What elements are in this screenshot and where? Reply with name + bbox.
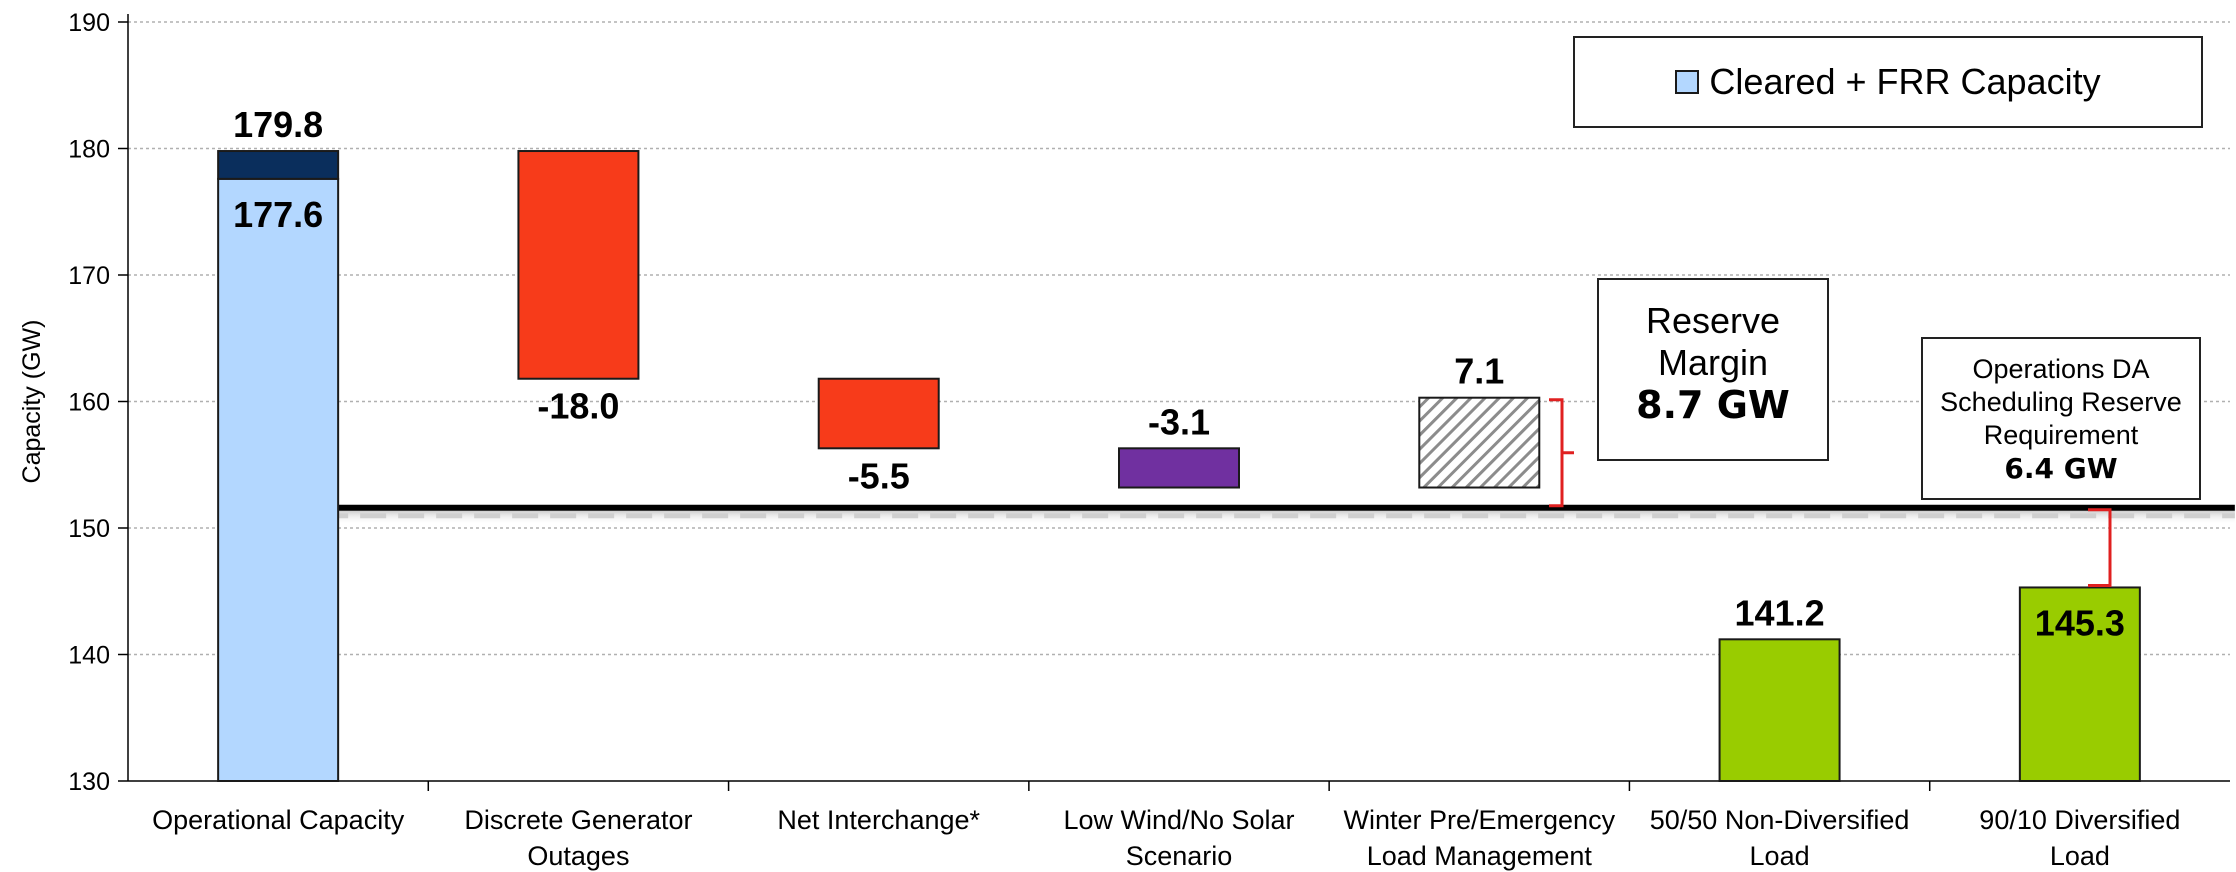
reserve-margin-bracket [1549, 398, 1574, 508]
x-tick-label: Load Management [1367, 841, 1593, 871]
legend-swatch [1675, 70, 1700, 94]
ops-reserve-line-2: Scheduling Reserve [1940, 387, 2182, 417]
bar [517, 150, 640, 380]
ops-reserve-value: 6.4 GW [2004, 452, 2118, 485]
ops-reserve-bracket [2088, 508, 2112, 587]
y-axis-title: Capacity (GW) [18, 320, 46, 484]
y-tick-label: 170 [68, 262, 110, 290]
y-tick-label: 190 [68, 9, 110, 37]
x-tick-label: Load [2050, 841, 2110, 871]
y-tick-label: 140 [68, 642, 110, 670]
bar [1718, 638, 1841, 782]
data-label: -3.1 [1148, 401, 1210, 442]
data-labels: 177.6 179.8 -18.0 -5.5 -3.1 7.1 141.2 145.3 [233, 104, 2125, 643]
bar [217, 150, 340, 180]
axes: 130 140 150 160 170 180 190 Capacity (GW) Operat… [18, 9, 2230, 871]
bar [1418, 396, 1541, 489]
y-tick-label: 150 [68, 515, 110, 543]
x-tick-label: Operational Capacity [152, 805, 405, 835]
x-tick-label: Outages [527, 841, 629, 871]
brackets [1549, 398, 2112, 587]
data-label: 7.1 [1454, 351, 1504, 392]
ops-reserve-line-1: Operations DA [1972, 354, 2150, 384]
x-tick-label: Load [1750, 841, 1810, 871]
data-label: 177.6 [233, 194, 323, 235]
x-tick-label: Winter Pre/Emergency [1343, 805, 1615, 835]
x-tick-label: Low Wind/No Solar [1063, 805, 1294, 835]
ops-reserve-line-3: Requirement [1983, 420, 2139, 450]
legend: Cleared + FRR Capacity [1573, 36, 2203, 128]
x-tick-label: Net Interchange* [777, 805, 980, 835]
bar [2018, 586, 2141, 783]
data-label: 145.3 [2035, 602, 2125, 643]
reference-line-group [274, 504, 2235, 525]
y-tick-label: 180 [68, 136, 110, 164]
legend-label: Cleared + FRR Capacity [1709, 61, 2101, 102]
reserve-margin-line-1: Reserve [1645, 300, 1781, 341]
bar [817, 377, 940, 450]
bars [217, 150, 2141, 783]
bar [1118, 447, 1240, 489]
data-label: -18.0 [537, 386, 619, 427]
reserve-margin-value: 8.7 GW [1636, 383, 1790, 427]
x-tick-label: 90/10 Diversified [1979, 805, 2180, 835]
ops-reserve-annotation: Operations DA Scheduling Reserve Require… [1921, 337, 2201, 500]
data-label: 141.2 [1735, 592, 1825, 633]
data-label: 179.8 [233, 104, 323, 145]
x-tick-label: Discrete Generator [464, 805, 692, 835]
x-tick-label: 50/50 Non-Diversified [1650, 805, 1910, 835]
x-tick-label: Scenario [1126, 841, 1233, 871]
y-tick-label: 160 [68, 389, 110, 417]
reserve-margin-annotation: Reserve Margin 8.7 GW [1597, 278, 1829, 461]
reserve-margin-line-2: Margin [1657, 342, 1769, 383]
gridlines [128, 21, 2230, 656]
bar [217, 177, 340, 783]
y-tick-label: 130 [68, 768, 110, 796]
data-label: -5.5 [848, 455, 910, 496]
